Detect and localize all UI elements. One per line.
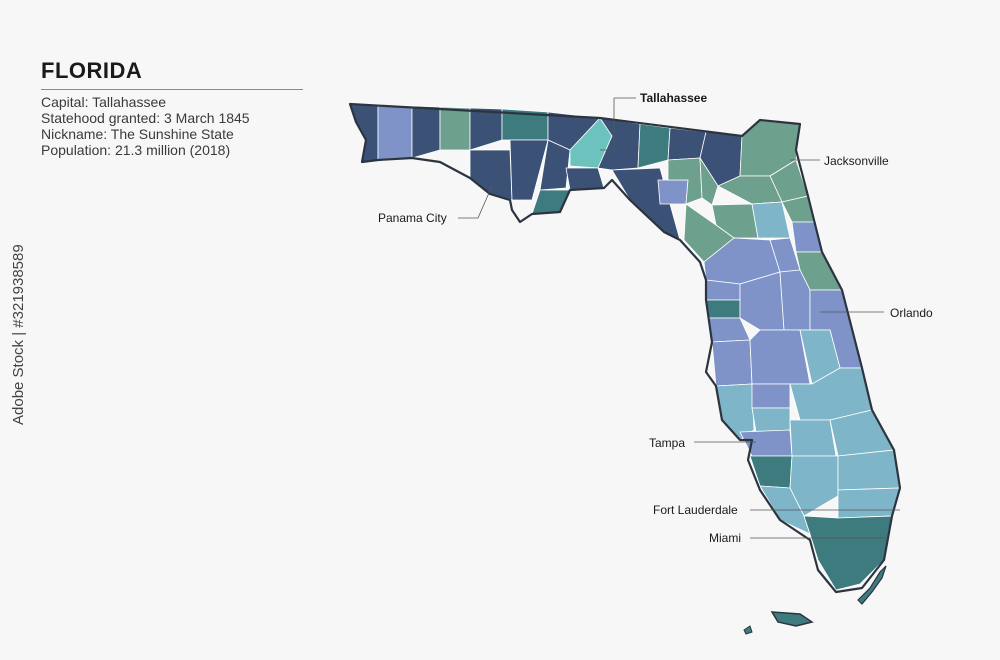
info-panel: FLORIDA Capital: Tallahassee Statehood g… [41, 58, 303, 158]
label-orlando: Orlando [890, 306, 933, 320]
state-outline [348, 102, 902, 594]
fact-statehood: Statehood granted: 3 March 1845 [41, 110, 250, 126]
county-region[interactable] [411, 105, 441, 159]
label-jacksonville: Jacksonville [824, 154, 889, 168]
county-region[interactable] [803, 515, 893, 591]
label-miami: Miami [709, 531, 741, 545]
leader-tallahassee [600, 98, 615, 151]
county-region[interactable] [565, 167, 605, 191]
county-region[interactable] [837, 449, 901, 491]
fact-nickname: Nickname: The Sunshine State [41, 126, 234, 142]
keys-islands [857, 565, 887, 605]
county-region[interactable] [707, 317, 751, 343]
county-region[interactable] [439, 106, 471, 151]
county-region[interactable] [705, 279, 741, 301]
keys-outline [770, 611, 814, 627]
island [743, 625, 753, 635]
county-region[interactable] [751, 407, 791, 433]
county-region[interactable] [539, 139, 571, 191]
fact-population: Population: 21.3 million (2018) [41, 142, 231, 158]
county-region[interactable] [789, 419, 837, 457]
county-region[interactable] [705, 299, 741, 319]
label-tampa: Tampa [649, 436, 685, 450]
county-region[interactable] [711, 203, 759, 239]
county-region[interactable] [637, 123, 671, 169]
county-region[interactable] [751, 383, 791, 409]
county-region[interactable] [657, 179, 689, 205]
county-region[interactable] [739, 429, 793, 457]
county-region[interactable] [377, 105, 413, 161]
stock-credit: Adobe Stock | #321938589 [10, 244, 27, 425]
county-region[interactable] [749, 329, 811, 385]
county-region[interactable] [711, 339, 753, 387]
fact-capital: Capital: Tallahassee [41, 94, 167, 110]
county-region[interactable] [837, 487, 901, 519]
county-region[interactable] [789, 455, 839, 517]
label-tallahassee: Tallahassee [640, 91, 707, 105]
label-panama-city: Panama City [378, 211, 447, 225]
label-fort-lauderdale: Fort Lauderdale [653, 503, 738, 517]
county-region[interactable] [469, 149, 513, 201]
state-title: FLORIDA [41, 58, 303, 90]
leader-panama-city [458, 185, 493, 219]
county-region[interactable] [509, 139, 549, 201]
county-region[interactable] [469, 107, 503, 151]
